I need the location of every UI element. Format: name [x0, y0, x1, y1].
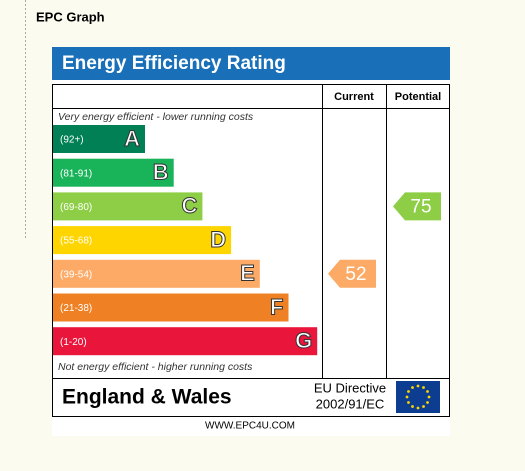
band-letter: F	[270, 294, 283, 319]
star	[416, 384, 420, 388]
rating-arrow	[393, 192, 441, 221]
band	[53, 226, 232, 255]
band-range: (39-54)	[60, 269, 92, 280]
star	[416, 406, 420, 410]
band	[53, 158, 174, 187]
star	[422, 386, 425, 389]
band	[53, 125, 145, 153]
band-range: (55-68)	[60, 236, 92, 247]
rating-value: 52	[345, 264, 366, 285]
band	[53, 192, 203, 221]
band	[53, 293, 289, 322]
band-letter: B	[153, 160, 169, 185]
star	[427, 395, 431, 399]
band-range: (1-20)	[60, 337, 87, 348]
directive: EU Directive	[314, 380, 386, 395]
band-letter: A	[124, 126, 140, 151]
rating-arrow	[328, 259, 376, 288]
footer: WWW.EPC4U.COM	[205, 421, 295, 432]
star	[426, 401, 429, 404]
band-range: (21-38)	[60, 303, 92, 314]
band	[53, 259, 260, 288]
column-header: Potential	[395, 91, 441, 103]
top-note: Very energy efficient - lower running co…	[58, 111, 254, 123]
bottom-note: Not energy efficient - higher running co…	[58, 361, 253, 373]
star	[411, 405, 414, 408]
page-title: EPC Graph	[36, 9, 105, 24]
star	[407, 390, 410, 393]
column-header: Current	[334, 91, 374, 103]
band-letter: E	[240, 261, 255, 286]
star	[405, 395, 409, 399]
band-range: (81-91)	[60, 168, 92, 179]
table-frame	[52, 84, 450, 417]
directive: 2002/91/EC	[316, 396, 385, 411]
banner-title: Energy Efficiency Rating	[62, 53, 286, 74]
region: England & Wales	[62, 386, 232, 409]
band	[53, 327, 318, 356]
band-letter: G	[295, 328, 312, 353]
star	[426, 390, 429, 393]
band-letter: C	[182, 193, 198, 218]
band-letter: D	[210, 227, 226, 252]
star	[407, 401, 410, 404]
star	[422, 405, 425, 408]
star	[411, 386, 414, 389]
rating-value: 75	[410, 196, 431, 217]
eu-stars	[405, 384, 431, 410]
band-range: (69-80)	[60, 202, 92, 213]
band-range: (92+)	[60, 135, 84, 146]
banner	[52, 47, 450, 80]
